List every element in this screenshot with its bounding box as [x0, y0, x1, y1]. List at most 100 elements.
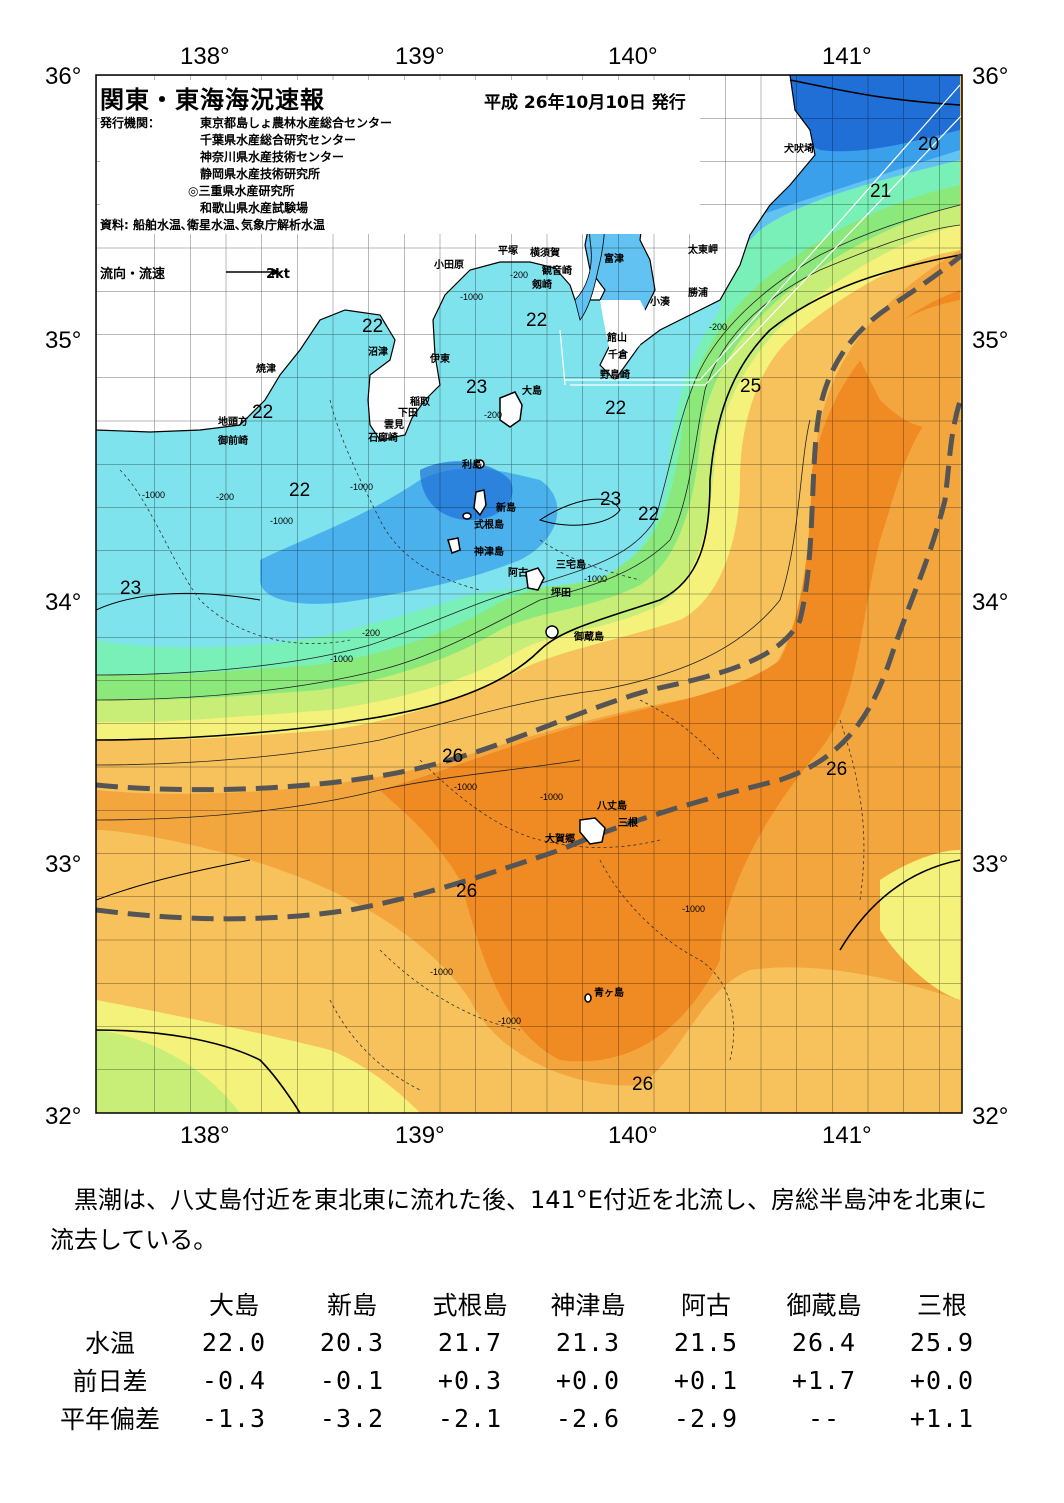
lat-label-left: 35°	[45, 327, 81, 354]
table-cell: -0.1	[319, 1365, 385, 1395]
table-row: 水温 22.0 20.3 21.7 21.3 21.5 26.4 25.9	[45, 1323, 1001, 1361]
lon-label-top: 138°	[180, 43, 230, 70]
east-orange-patch	[860, 300, 960, 429]
depth-label: -200	[709, 322, 727, 332]
row-label: 前日差	[72, 1367, 148, 1396]
place-label: 太東岬	[687, 243, 718, 256]
place-label: 稲取	[410, 395, 431, 408]
se-yellow-patch	[880, 850, 960, 1000]
table-cell: 21.3	[555, 1327, 621, 1357]
place-label: 三宅島	[556, 558, 586, 571]
miyakejima-island	[525, 567, 545, 591]
isotherm-value-labels: 22 22 22 23 22 23 22 22 23 25 21 20 26 2…	[120, 134, 939, 1095]
place-label: 利島	[462, 458, 482, 471]
place-label: 千倉	[608, 348, 629, 361]
current-legend-label: 流向・流速	[100, 267, 166, 282]
depth-label: -1000	[350, 482, 373, 492]
depth-label: -200	[216, 492, 234, 502]
lat-label-right: 36°	[972, 63, 1008, 90]
lon-label-top: 140°	[608, 43, 658, 70]
isotherm-label: 22	[605, 398, 626, 419]
isotherm-label: 26	[632, 1074, 653, 1095]
sw-green-zone	[96, 1030, 240, 1113]
depth-label: -1000	[330, 654, 353, 664]
depth-label: -1000	[430, 967, 453, 977]
place-labels: 犬吠埼 太東岬 勝浦 小湊 富津 館山 千倉 野島崎 横須賀 平塚 観音崎 剱崎…	[217, 142, 814, 999]
place-label: 御蔵島	[573, 630, 604, 643]
place-label: 勝浦	[688, 286, 708, 299]
observation-table: 大島 新島 式根島 神津島 阿古 御蔵島 三根 水温 22.0 20.3 21.…	[45, 1285, 1001, 1437]
lon-label-top: 139°	[395, 43, 445, 70]
table-cell: --	[807, 1403, 841, 1433]
isotherm-label: 22	[362, 316, 383, 337]
issuer-name: 千葉県水産総合研究センター	[200, 133, 357, 147]
table-cell: -3.2	[319, 1403, 385, 1433]
boso-tip	[600, 300, 650, 370]
isotherm-label: 26	[442, 746, 463, 767]
table-cell: -2.1	[437, 1403, 503, 1433]
isotherm-label: 26	[826, 759, 847, 780]
station-name: 式根島	[432, 1291, 508, 1320]
mikurajima-island	[545, 625, 559, 639]
lon-label-top: 141°	[822, 43, 872, 70]
table-cell: -0.4	[201, 1365, 267, 1395]
isotherm-label: 22	[252, 402, 273, 423]
place-label: 青ヶ島	[594, 986, 624, 999]
isotherm-label: 21	[870, 181, 891, 202]
place-label: 犬吠埼	[784, 142, 814, 155]
isotherm-label: 22	[526, 310, 547, 331]
fine-isotherms	[96, 204, 961, 821]
map-title: 関東・東海海況速報	[100, 86, 325, 114]
place-label: 阿古	[508, 566, 528, 579]
station-name: 御蔵島	[786, 1291, 862, 1320]
depth-label: -1000	[682, 904, 705, 914]
lat-label-right: 35°	[972, 327, 1008, 354]
place-label: 沼津	[368, 345, 388, 358]
islands	[447, 391, 606, 1003]
data-sources: 資料: 船舶水温､衛星水温､気象庁解析水温	[100, 218, 325, 232]
depth-labels: -200 -1000 -200 -1000 -200 -1000 -1000 -…	[142, 270, 727, 1026]
summary-text: 黒潮は、八丈島付近を東北東に流れた後、141°E付近を北流し、房総半島沖を北東に…	[50, 1180, 1010, 1260]
place-label: 野島崎	[600, 368, 630, 381]
isotherm-label: 25	[740, 376, 761, 397]
place-label: 館山	[606, 331, 627, 344]
place-label: 八丈島	[596, 799, 627, 812]
shikinejima-island	[462, 512, 472, 520]
place-label: 坪田	[551, 586, 571, 599]
table-cell: 20.3	[319, 1327, 385, 1357]
isotherm-lines	[96, 79, 961, 1113]
lat-label-left: 36°	[45, 63, 81, 90]
isotherm-label: 22	[289, 480, 310, 501]
map-frame	[95, 74, 963, 1114]
lon-label-bottom: 141°	[822, 1122, 872, 1149]
current-legend: 流向・流速 2kt	[100, 263, 290, 282]
issuer-name: 和歌山県水産試験場	[200, 201, 309, 215]
lat-label-right: 32°	[972, 1103, 1008, 1130]
place-label: 横須賀	[530, 246, 560, 259]
place-label: 小湊	[649, 295, 671, 308]
lon-label-bottom: 139°	[395, 1122, 445, 1149]
place-label: 雲見	[384, 419, 404, 431]
place-label: 下田	[398, 407, 418, 419]
issuer-block: 発行機関： 東京都島しょ農林水産総合センター 千葉県水産総合研究センター 神奈川県…	[100, 115, 700, 234]
axis-labels: 138° 139° 140° 141° 138° 139° 140° 141° …	[45, 43, 1008, 1149]
isotherm-label: 22	[638, 504, 659, 525]
depth-label: -200	[362, 628, 380, 638]
table-cell: +1.1	[909, 1403, 975, 1433]
table-cell: -2.9	[673, 1403, 739, 1433]
station-name: 阿古	[680, 1291, 731, 1320]
lat-label-left: 32°	[45, 1103, 81, 1130]
kozushima-island	[447, 537, 461, 554]
kuroshio-paths	[96, 253, 962, 922]
hachijojima-island	[579, 817, 606, 845]
row-label: 水温	[84, 1329, 135, 1358]
place-label: 伊東	[429, 352, 450, 365]
table-row: 前日差 -0.4 -0.1 +0.3 +0.0 +0.1 +1.7 +0.0	[45, 1361, 1001, 1399]
station-name: 三根	[916, 1291, 967, 1320]
lat-label-left: 34°	[45, 589, 81, 616]
station-name: 大島	[208, 1291, 259, 1320]
isotherm-label: 23	[600, 489, 621, 510]
grid-lines	[96, 75, 962, 1113]
depth-label: -1000	[540, 792, 563, 802]
summary-sentence: 黒潮は、八丈島付近を東北東に流れた後、141°E付近を北流し、房総半島沖を北東に…	[50, 1186, 987, 1254]
